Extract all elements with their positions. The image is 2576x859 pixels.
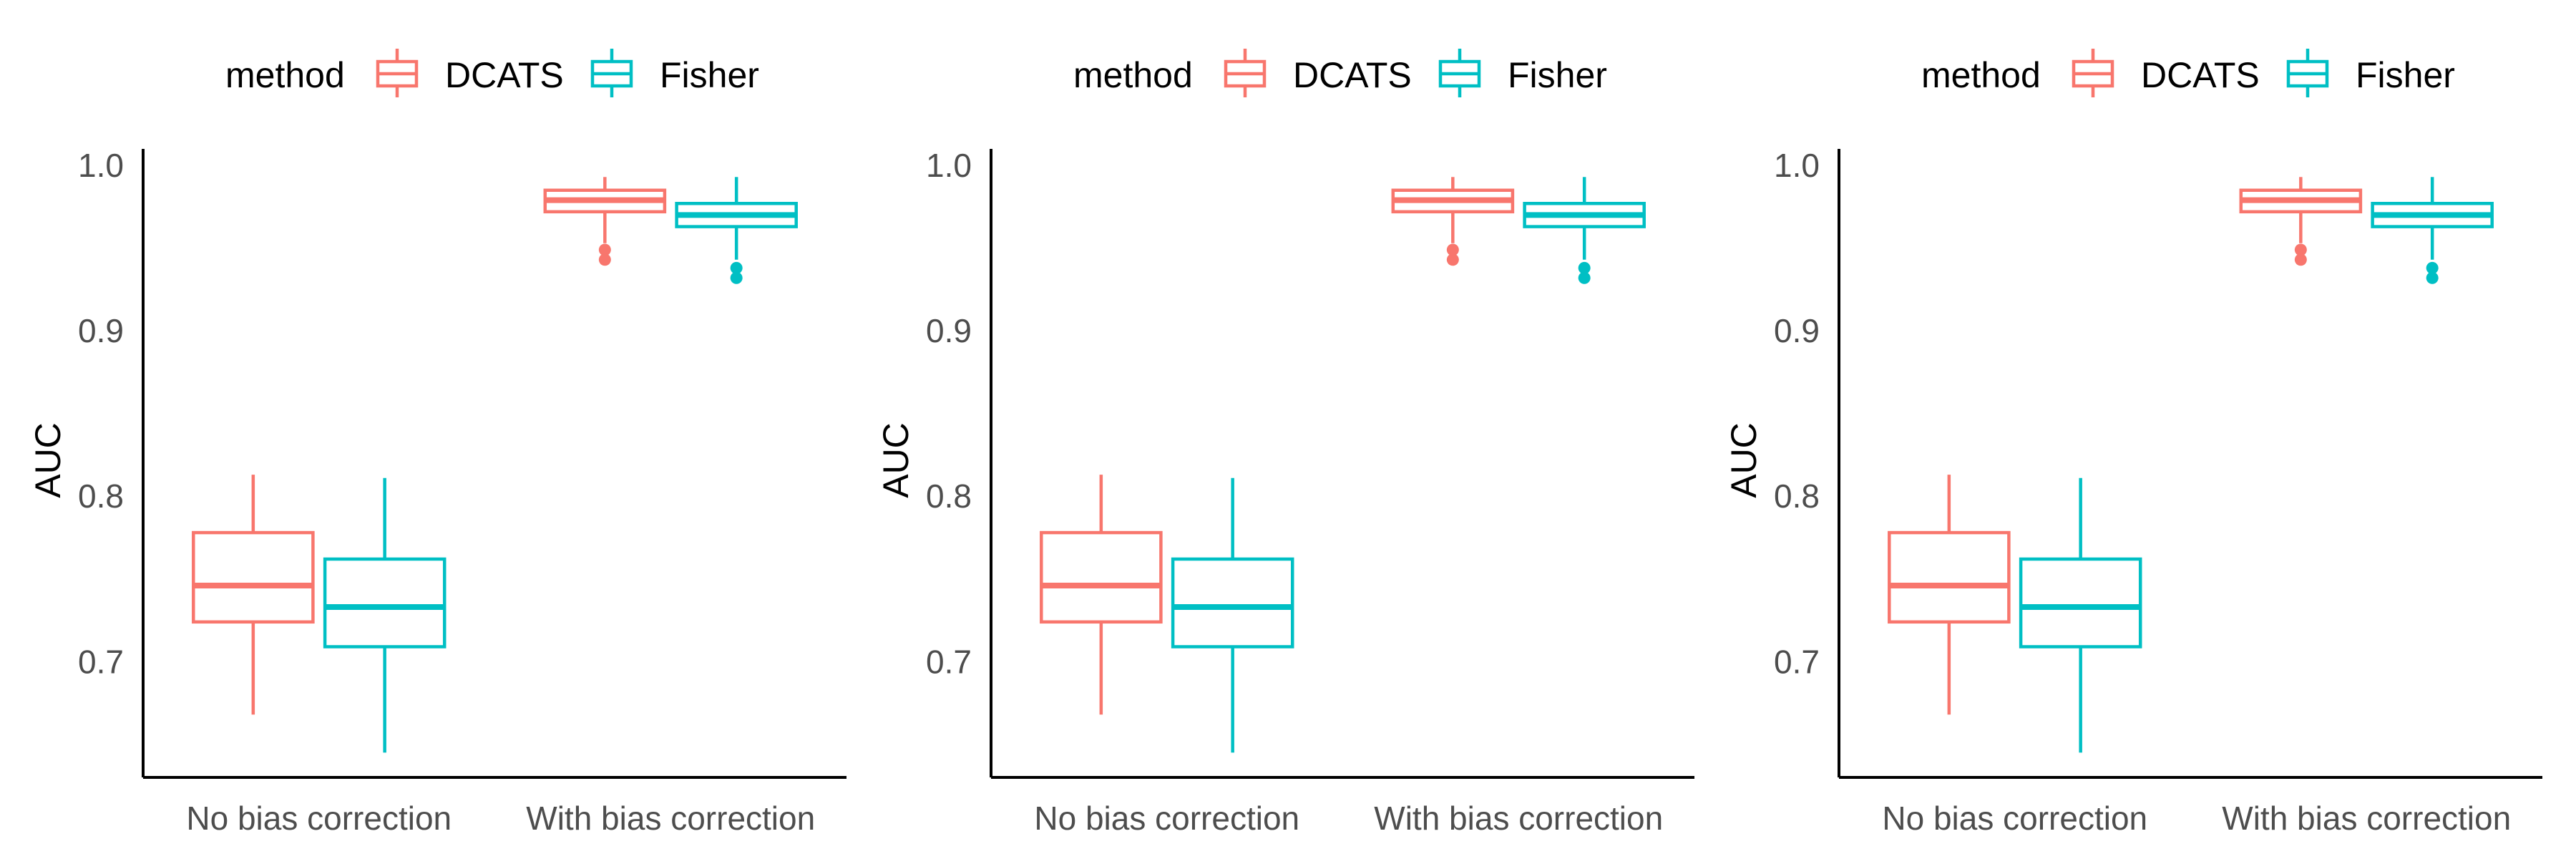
y-tick-label: 1.0: [78, 147, 124, 184]
outlier-point: [598, 243, 611, 256]
y-tick-label: 0.7: [926, 643, 972, 680]
outlier-point: [1446, 253, 1459, 266]
legend: method DCATS Fisher: [1921, 49, 2455, 97]
y-tick-label: 0.9: [78, 312, 124, 349]
box-iqr: [192, 530, 315, 624]
x-tick-label: No bias correction: [186, 800, 452, 837]
legend-label: DCATS: [445, 55, 564, 95]
y-axis-title: AUC: [876, 422, 916, 498]
boxplot: [1391, 177, 1515, 266]
outlier-point: [730, 261, 743, 274]
legend-item-fisher: Fisher: [2286, 49, 2455, 97]
boxplot: [675, 177, 798, 284]
y-tick-label: 0.9: [926, 312, 972, 349]
box-iqr: [1888, 530, 2011, 624]
box-iqr: [323, 557, 447, 649]
y-tick-label: 0.7: [1774, 643, 1820, 680]
y-tick-label: 0.7: [78, 643, 124, 680]
legend-label: DCATS: [2141, 55, 2260, 95]
legend-item-fisher: Fisher: [1438, 49, 1607, 97]
x-tick-label: No bias correction: [1882, 800, 2147, 837]
y-tick-label: 0.9: [1774, 312, 1820, 349]
chart-panel-1: method DCATS Fisher 0.7 0.8 0.9 1.0 AUC No bias …: [28, 49, 847, 837]
y-tick-label: 1.0: [926, 147, 972, 184]
y-tick-label: 0.8: [1774, 477, 1820, 515]
legend-item-dcats: DCATS: [376, 49, 564, 97]
outlier-point: [2294, 243, 2307, 256]
x-tick-label: With bias correction: [1374, 800, 1663, 837]
legend-label: Fisher: [660, 55, 759, 95]
y-tick-label: 0.8: [78, 477, 124, 515]
legend-title: method: [225, 55, 345, 95]
box-iqr: [1171, 557, 1294, 649]
boxplot: [1888, 475, 2011, 715]
series-dcats: [192, 177, 667, 715]
boxplot: [1040, 475, 1163, 715]
legend-label: DCATS: [1293, 55, 1412, 95]
x-tick-label: With bias correction: [2222, 800, 2511, 837]
box-iqr: [1040, 530, 1163, 624]
legend: method DCATS Fisher: [1073, 49, 1607, 97]
legend-label: Fisher: [1508, 55, 1607, 95]
legend-label: Fisher: [2356, 55, 2455, 95]
y-axis-title: AUC: [1724, 422, 1764, 498]
boxplot: [192, 475, 315, 715]
outlier-point: [2426, 271, 2439, 284]
boxplot: [543, 177, 667, 266]
y-tick-label: 0.8: [926, 477, 972, 515]
boxplot: [2371, 177, 2494, 284]
legend-item-dcats: DCATS: [2072, 49, 2260, 97]
series-fisher: [323, 177, 798, 753]
outlier-point: [1578, 271, 1591, 284]
x-tick-label: With bias correction: [526, 800, 815, 837]
legend-item-dcats: DCATS: [1224, 49, 1412, 97]
outlier-point: [730, 271, 743, 284]
chart-panels: method DCATS Fisher 0.7 0.8 0.9 1.0 AUC No bias …: [28, 49, 2542, 837]
series-dcats: [1040, 177, 1515, 715]
x-tick-label: No bias correction: [1034, 800, 1299, 837]
box-iqr: [2019, 557, 2142, 649]
y-tick-label: 1.0: [1774, 147, 1820, 184]
boxplot: [2019, 477, 2142, 753]
chart-panel-2: method DCATS Fisher 0.7 0.8 0.9 1.0 AUC No bias …: [876, 49, 1694, 837]
boxplot: [2239, 177, 2363, 266]
legend-item-fisher: Fisher: [590, 49, 759, 97]
boxplot: [1171, 477, 1294, 753]
outlier-point: [1578, 261, 1591, 274]
boxplot: [1523, 177, 1646, 284]
series-dcats: [1888, 177, 2363, 715]
outlier-point: [2426, 261, 2439, 274]
outlier-point: [598, 253, 611, 266]
series-fisher: [2019, 177, 2494, 753]
legend-title: method: [1073, 55, 1193, 95]
chart-panel-3: method DCATS Fisher 0.7 0.8 0.9 1.0 AUC No bias …: [1724, 49, 2542, 837]
outlier-point: [1446, 243, 1459, 256]
legend-title: method: [1921, 55, 2041, 95]
series-fisher: [1171, 177, 1646, 753]
outlier-point: [2294, 253, 2307, 266]
legend: method DCATS Fisher: [225, 49, 759, 97]
y-axis-title: AUC: [28, 422, 68, 498]
boxplot: [323, 477, 447, 753]
